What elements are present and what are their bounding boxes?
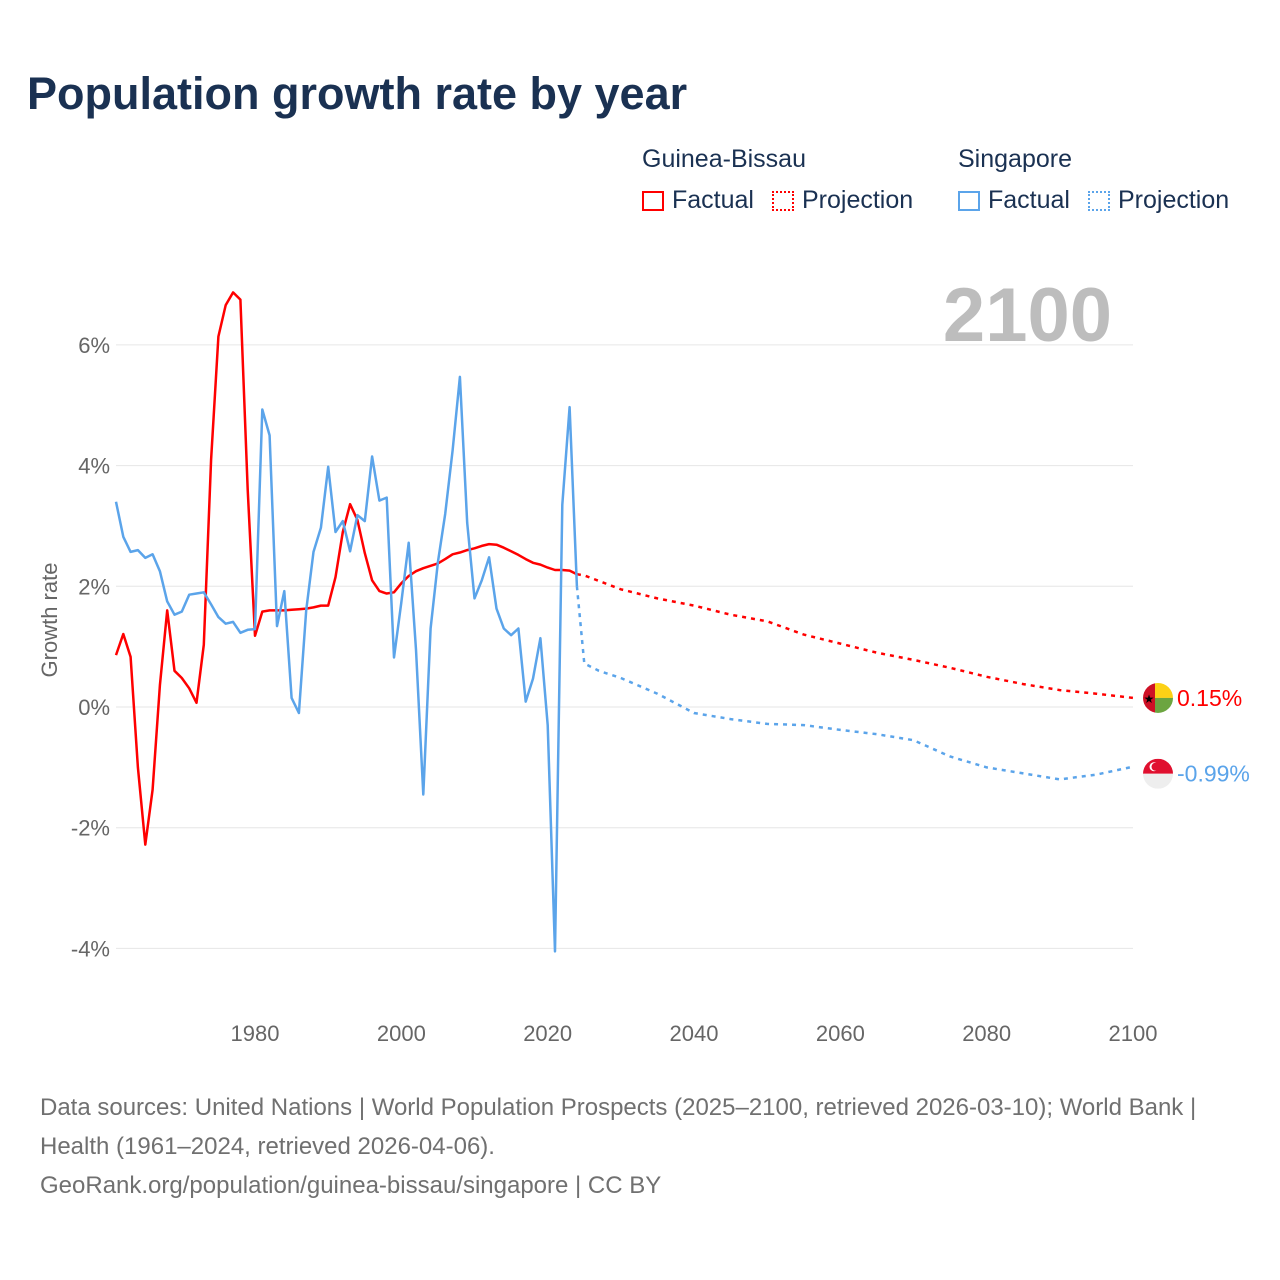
x-tick-label: 2060 [816, 1021, 865, 1046]
current-year-label: 2100 [942, 273, 1112, 358]
chart-plot: -4% -2% 0% 2% 4% 6% 1980 2000 2020 2040 2060 2080 21… [71, 291, 1250, 1046]
x-tick-label: 2100 [1109, 1021, 1158, 1046]
legend-swatch [642, 190, 664, 211]
legend-label: Projection [1117, 186, 1230, 214]
x-tick-label: 2020 [523, 1021, 572, 1046]
legend-label: Projection [801, 186, 914, 214]
legend-label: Factual [672, 186, 754, 214]
sources-link[interactable]: GeoRank.org/population/guinea-bissau/sin… [40, 1172, 662, 1199]
legend-swatch [958, 190, 980, 211]
flag-white-band [1143, 773, 1173, 789]
y-tick-label: 2% [78, 574, 110, 599]
end-value-label: -0.99% [1177, 761, 1250, 787]
data-sources: Data sources: United Nations | World Pop… [40, 1088, 1240, 1205]
y-tick-label: 6% [78, 333, 110, 358]
legend-swatch [1087, 190, 1110, 211]
projection-line-1 [575, 586, 1134, 781]
legend-singapore: Singapore Factual Projection [958, 145, 1229, 215]
legend-guinea-bissau: Guinea-Bissau Factual Projection [642, 145, 931, 215]
flag-moon-cut [1151, 762, 1160, 771]
y-tick-label: 4% [78, 454, 110, 479]
chart-title: Population growth rate by year [27, 68, 688, 119]
flag-star-icon: ★ [1144, 692, 1155, 706]
factual-line-0 [114, 291, 578, 846]
flag-body: ★ [1143, 682, 1173, 713]
projection-line-0 [576, 572, 1134, 700]
flag-body [1143, 758, 1173, 789]
legend-projection[interactable]: Projection [1087, 186, 1230, 215]
guinea-bissau-flag-icon: ★ [1143, 682, 1173, 713]
flag-red-band [1143, 682, 1155, 713]
singapore-flag-icon [1143, 758, 1173, 789]
x-tick-label: 2080 [962, 1021, 1011, 1046]
y-tick-label: -2% [71, 816, 110, 841]
sources-text: Data sources: United Nations | World Pop… [40, 1094, 1197, 1160]
legend-group-title: Singapore [958, 145, 1072, 173]
legend-swatch [771, 190, 794, 211]
legend-projection[interactable]: Projection [771, 186, 914, 215]
x-tick-label: 2040 [670, 1021, 719, 1046]
x-tick-label: 2000 [377, 1021, 426, 1046]
x-tick-label: 1980 [231, 1021, 280, 1046]
legend-label: Factual [988, 186, 1070, 214]
flag-yellow-band [1155, 682, 1173, 698]
legend-factual[interactable]: Factual [958, 186, 1070, 215]
y-tick-label: 0% [78, 695, 110, 720]
end-value-label: 0.15% [1177, 685, 1242, 711]
legend-factual[interactable]: Factual [642, 186, 754, 215]
factual-line-1 [114, 375, 579, 953]
legend-group-title: Guinea-Bissau [642, 145, 806, 173]
y-tick-label: -4% [71, 936, 110, 961]
flag-green-band [1155, 697, 1173, 713]
